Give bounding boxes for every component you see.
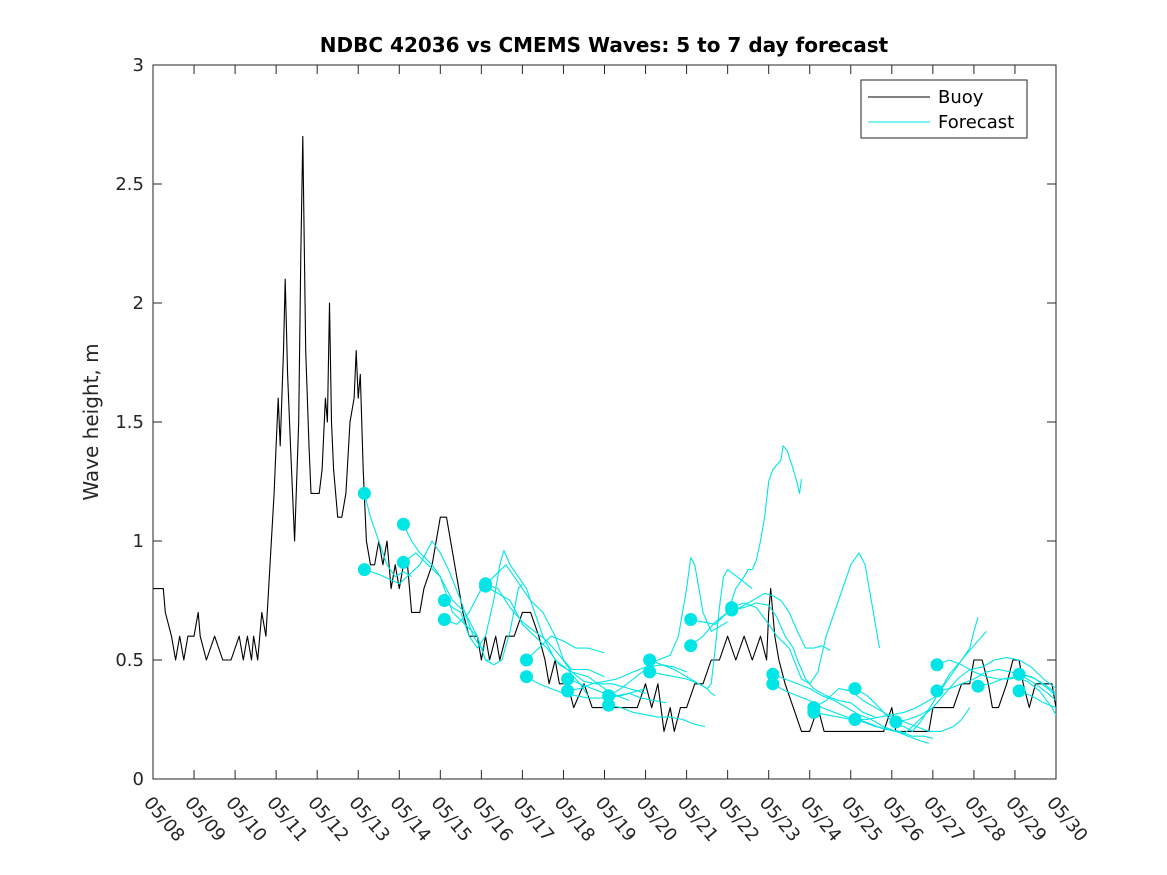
forecast-point	[520, 670, 533, 684]
forecast-line	[567, 664, 687, 692]
forecast-line	[444, 564, 605, 678]
forecast-line	[854, 631, 987, 732]
forecast-point	[437, 594, 451, 607]
forecast-line	[936, 668, 1057, 701]
forecast-point	[643, 665, 657, 679]
forecast-point	[561, 684, 575, 698]
forecast-line	[731, 602, 876, 718]
legend: Buoy Forecast	[860, 79, 1028, 139]
forecast-line	[403, 552, 523, 666]
forecast-line	[895, 657, 1057, 723]
forecast-point	[766, 667, 780, 681]
forecast-line	[854, 617, 979, 721]
forecast-point	[602, 689, 616, 703]
forecast-point	[437, 613, 451, 626]
forecast-point	[684, 639, 698, 653]
forecast-line	[772, 673, 929, 744]
forecast-line	[485, 583, 646, 694]
forecast-point	[396, 555, 410, 569]
chart-title: NDBC 42036 vs CMEMS Waves: 5 to 7 day fo…	[320, 33, 889, 57]
forecast-line	[690, 592, 831, 651]
buoy-line	[153, 135, 1057, 732]
y-tick-label: 0.5	[115, 650, 144, 671]
forecast-point	[561, 672, 575, 686]
forecast-point	[520, 653, 533, 667]
forecast-point	[807, 705, 821, 719]
y-tick-label: 0	[133, 769, 144, 790]
forecast-point	[930, 658, 944, 672]
y-tick-label: 1	[133, 531, 144, 552]
y-tick-label: 3	[133, 55, 144, 76]
forecast-point	[766, 677, 780, 691]
y-tick-label: 2	[133, 293, 144, 314]
forecast-point	[848, 713, 862, 726]
legend-box	[860, 79, 1028, 139]
forecast-point	[479, 577, 492, 591]
forecast-line	[649, 671, 716, 697]
forecast-line	[567, 678, 667, 704]
forecast-line	[936, 659, 1057, 697]
forecast-line	[1018, 690, 1057, 709]
forecast-point	[396, 517, 410, 531]
forecast-point	[643, 653, 657, 667]
forecast-line	[608, 704, 706, 728]
y-tick-label: 1.5	[115, 412, 144, 433]
legend-buoy-label: Buoy	[938, 87, 984, 108]
forecast-point	[1012, 667, 1026, 681]
forecast-point	[684, 613, 698, 626]
legend-forecast-label: Forecast	[938, 112, 1014, 133]
forecast-line	[813, 711, 934, 740]
forecast-point	[971, 679, 985, 693]
forecast-line	[363, 493, 412, 578]
forecast-point	[357, 486, 371, 500]
forecast-line	[364, 540, 486, 649]
forecast-point	[1012, 684, 1026, 698]
forecast-point	[889, 715, 903, 729]
forecast-point	[848, 682, 862, 696]
forecast-line	[731, 552, 881, 685]
y-axis-title: Wave height, m	[79, 343, 103, 500]
forecast-point	[357, 563, 371, 577]
forecast-line	[649, 569, 753, 690]
y-tick-label: 2.5	[115, 174, 144, 195]
forecast-point	[930, 684, 944, 698]
forecast-line	[526, 635, 605, 661]
forecast-point	[602, 698, 616, 712]
forecast-point	[725, 601, 739, 615]
